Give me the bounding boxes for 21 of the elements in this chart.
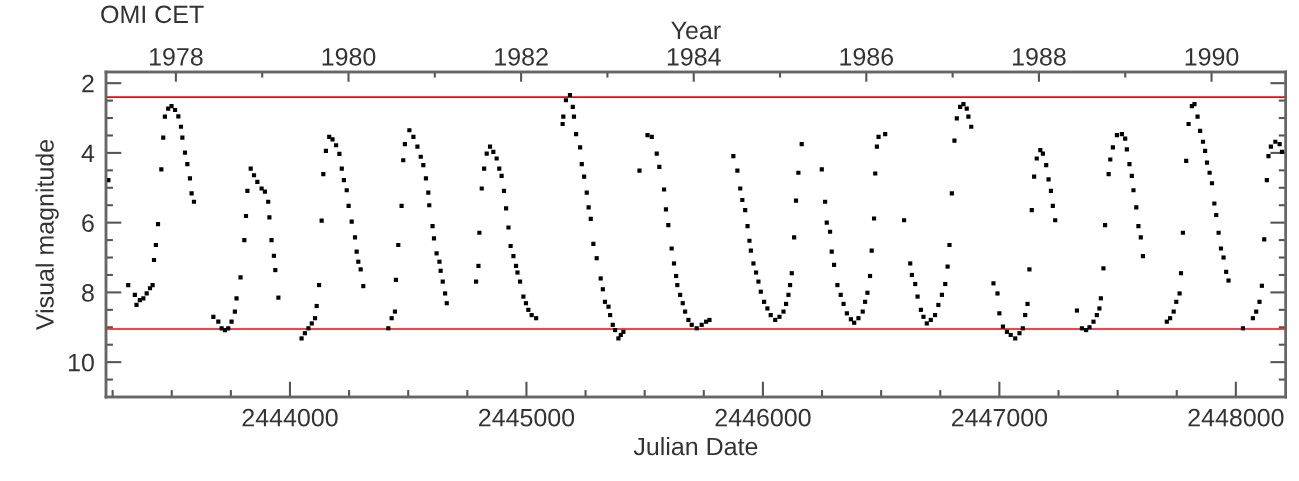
y-tick-label: 2 xyxy=(82,74,94,93)
x-tick-label: 2446000 xyxy=(715,408,811,427)
x-tick-label: 2448000 xyxy=(1188,408,1284,427)
x2-tick-label: 1980 xyxy=(322,47,376,66)
y-axis-title: Visual magnitude xyxy=(35,139,59,331)
x-axis-title: Julian Date xyxy=(633,436,758,456)
y-tick-label: 4 xyxy=(81,144,95,162)
x2-axis-title: Year xyxy=(671,21,721,40)
x-tick-label: 2447000 xyxy=(951,408,1048,427)
chart-title: OMI CET xyxy=(101,5,204,24)
x2-tick-label: 1990 xyxy=(1185,47,1239,66)
x2-tick-label: 1986 xyxy=(840,47,894,66)
x2-tick-label: 1988 xyxy=(1013,47,1066,66)
y-tick-label: 8 xyxy=(82,284,94,302)
y-tick-label: 6 xyxy=(82,214,94,232)
y-tick-label: 10 xyxy=(68,353,94,372)
x2-tick-label: 1982 xyxy=(495,47,548,66)
x-tick-label: 2445000 xyxy=(479,408,575,427)
x2-tick-label: 1978 xyxy=(150,47,203,66)
x-tick-label: 2444000 xyxy=(242,408,338,427)
x2-tick-label: 1984 xyxy=(667,47,721,66)
